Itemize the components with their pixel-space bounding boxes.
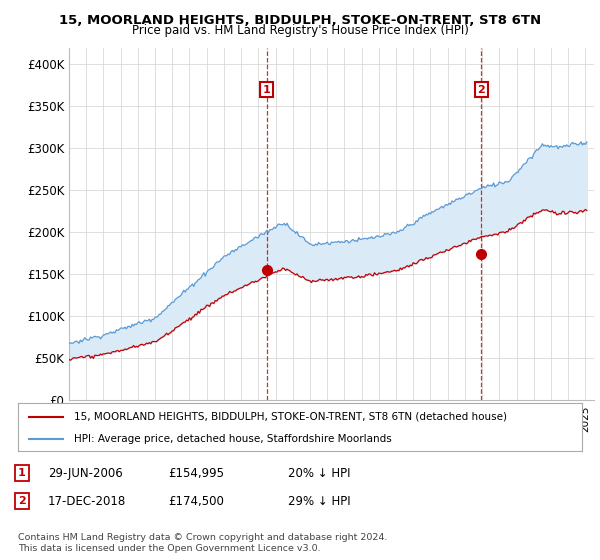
- Text: 15, MOORLAND HEIGHTS, BIDDULPH, STOKE-ON-TRENT, ST8 6TN: 15, MOORLAND HEIGHTS, BIDDULPH, STOKE-ON…: [59, 14, 541, 27]
- Text: £154,995: £154,995: [168, 466, 224, 480]
- Text: £174,500: £174,500: [168, 494, 224, 508]
- Text: 29-JUN-2006: 29-JUN-2006: [48, 466, 123, 480]
- Text: 1: 1: [18, 468, 26, 478]
- Text: 29% ↓ HPI: 29% ↓ HPI: [288, 494, 350, 508]
- Text: Contains HM Land Registry data © Crown copyright and database right 2024.
This d: Contains HM Land Registry data © Crown c…: [18, 533, 388, 553]
- Text: 17-DEC-2018: 17-DEC-2018: [48, 494, 126, 508]
- Text: HPI: Average price, detached house, Staffordshire Moorlands: HPI: Average price, detached house, Staf…: [74, 434, 392, 444]
- Text: 2: 2: [478, 85, 485, 95]
- Text: Price paid vs. HM Land Registry's House Price Index (HPI): Price paid vs. HM Land Registry's House …: [131, 24, 469, 37]
- Text: 20% ↓ HPI: 20% ↓ HPI: [288, 466, 350, 480]
- Text: 15, MOORLAND HEIGHTS, BIDDULPH, STOKE-ON-TRENT, ST8 6TN (detached house): 15, MOORLAND HEIGHTS, BIDDULPH, STOKE-ON…: [74, 412, 508, 422]
- Text: 2: 2: [18, 496, 26, 506]
- Text: 1: 1: [263, 85, 271, 95]
